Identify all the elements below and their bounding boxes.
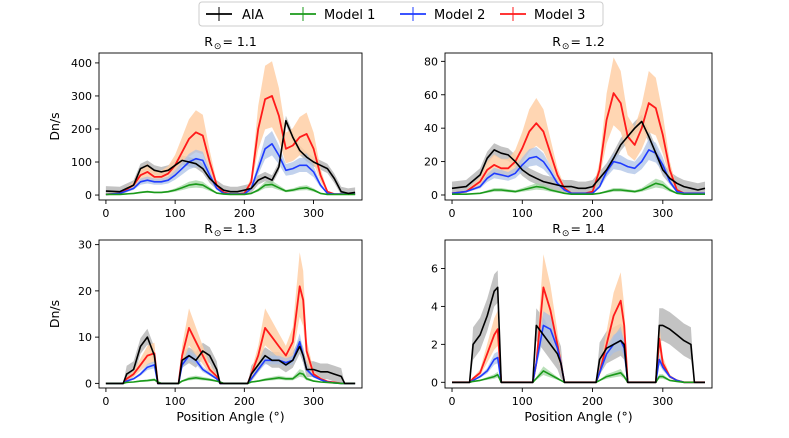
legend-label-model-2: Model 2: [434, 8, 485, 23]
band-model-3-p0: [105, 61, 356, 195]
band-model-2-p0: [105, 131, 356, 195]
panel-title-p2: R⊙= 1.3: [204, 221, 257, 239]
title-value-p3: = 1.4: [570, 221, 604, 236]
y-tick-label-40-p1: 40: [424, 122, 438, 135]
x-tick-label-100-p3: 100: [512, 395, 533, 408]
y-tick-label-400-p0: 400: [71, 57, 92, 70]
legend: AIA Model 1 Model 2 Model 3: [198, 1, 604, 27]
x-tick-label-300-p2: 300: [303, 395, 324, 408]
y-tick-label-300-p0: 300: [71, 90, 92, 103]
title-sun-symbol-p3: ⊙: [562, 229, 570, 239]
legend-entry-model-2: Model 2: [400, 7, 485, 23]
series-line-model-1-p0: [105, 183, 356, 196]
band-model-3-p2: [105, 252, 356, 384]
y-axis-label-p2: Dn/s: [47, 300, 62, 328]
x-tick-label-0-p3: 0: [449, 395, 456, 408]
panel-title-p1: R⊙= 1.2: [552, 34, 605, 52]
legend-label-model-1: Model 1: [324, 8, 375, 23]
panel-r-1-3: 0 100 200 300 0 10 20 30 R⊙= 1.3 Dn/s Position Ang…: [47, 221, 363, 424]
legend-label-aia: AIA: [242, 8, 264, 23]
plot-area-p3: [452, 254, 705, 384]
axes-frame-p1: [444, 52, 713, 201]
x-tick-label-300-p1: 300: [652, 207, 673, 220]
title-sun-symbol-p0: ⊙: [214, 42, 222, 52]
axes-frame-p0: [98, 52, 363, 201]
legend-label-model-3: Model 3: [534, 8, 585, 23]
legend-entry-model-3: Model 3: [500, 7, 585, 23]
y-axis-label-p0: Dn/s: [47, 112, 62, 140]
panel-title-p0: R⊙= 1.1: [204, 34, 257, 52]
x-tick-label-100-p2: 100: [165, 395, 186, 408]
y-tick-label-10-p2: 10: [78, 331, 92, 344]
panel-r-1-2: 0 100 200 300 0 20 40 60 80 R⊙= 1.2: [424, 34, 713, 220]
panel-r-1-1: 0 100 200 300 0 100 200 300 400 R⊙= 1.1 Dn/s: [47, 34, 363, 220]
series-line-aia-p1: [451, 120, 706, 191]
plot-area-p2: [105, 252, 356, 385]
title-value-p2: = 1.3: [222, 221, 256, 236]
band-model-3-p1: [452, 57, 705, 194]
x-tick-label-100-p1: 100: [512, 207, 533, 220]
title-r-p3: R: [552, 221, 561, 236]
x-tick-label-0-p2: 0: [102, 395, 109, 408]
series-line-model-2-p1: [451, 149, 705, 195]
series-line-aia-p2: [105, 336, 356, 385]
legend-entry-aia: AIA: [206, 7, 264, 23]
title-r-p1: R: [552, 34, 561, 49]
y-tick-label-0-p3: 0: [431, 376, 438, 389]
y-tick-label-20-p1: 20: [424, 156, 438, 169]
y-tick-label-60-p1: 60: [424, 89, 438, 102]
x-tick-label-200-p2: 200: [234, 395, 255, 408]
y-tick-label-100-p0: 100: [71, 156, 92, 169]
title-r-p2: R: [204, 221, 213, 236]
title-sun-symbol-p1: ⊙: [562, 42, 570, 52]
x-tick-label-0-p0: 0: [102, 207, 109, 220]
x-tick-label-200-p1: 200: [582, 207, 603, 220]
series-line-aia-p3: [452, 286, 705, 384]
y-tick-label-0-p2: 0: [85, 377, 92, 390]
y-tick-label-6-p3: 6: [431, 262, 438, 275]
title-value-p0: = 1.1: [222, 34, 256, 49]
band-model-1-p2: [105, 369, 356, 384]
plot-area-p0: [105, 61, 356, 196]
title-r-p0: R: [204, 34, 213, 49]
x-tick-label-0-p1: 0: [449, 207, 456, 220]
x-tick-label-200-p0: 200: [234, 207, 255, 220]
y-tick-label-80-p1: 80: [424, 55, 438, 68]
y-tick-label-20-p2: 20: [78, 285, 92, 298]
y-tick-label-30-p2: 30: [78, 239, 92, 252]
plot-area-p1: [451, 57, 706, 195]
axes-frame-p2: [98, 239, 363, 389]
panel-title-p3: R⊙= 1.4: [552, 221, 605, 239]
title-sun-symbol-p2: ⊙: [214, 229, 222, 239]
panel-r-1-4: 0 100 200 300 0 2 4 6 R⊙= 1.4 Position Angle (°): [431, 221, 713, 424]
axes-frame-p3: [444, 239, 713, 389]
y-tick-label-0-p1: 0: [431, 189, 438, 202]
x-axis-label-p2: Position Angle (°): [176, 409, 284, 424]
y-tick-label-0-p0: 0: [85, 189, 92, 202]
y-tick-label-2-p3: 2: [431, 338, 438, 351]
x-axis-label-p3: Position Angle (°): [524, 409, 632, 424]
x-tick-label-300-p0: 300: [303, 207, 324, 220]
x-tick-label-200-p3: 200: [582, 395, 603, 408]
y-tick-label-200-p0: 200: [71, 123, 92, 136]
series-line-aia-p0: [105, 119, 356, 195]
title-value-p1: = 1.2: [570, 34, 604, 49]
x-tick-label-100-p0: 100: [165, 207, 186, 220]
y-tick-label-4-p3: 4: [431, 300, 438, 313]
legend-entry-model-1: Model 1: [290, 7, 375, 23]
x-tick-label-300-p3: 300: [652, 395, 673, 408]
series-line-model-1-p1: [452, 182, 705, 195]
